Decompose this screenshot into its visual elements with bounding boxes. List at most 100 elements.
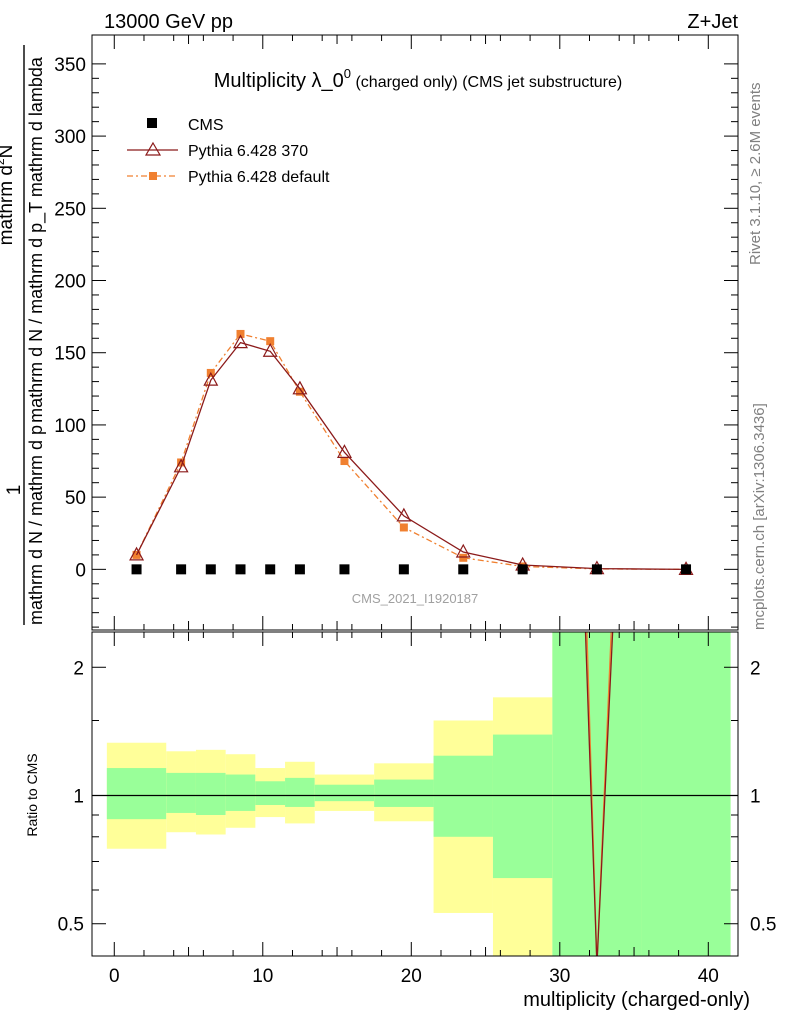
ratio-y-axis: 0.5 0.5 1 1 2 2 <box>58 658 777 935</box>
point-pythia-default <box>399 523 408 532</box>
ratio-band-inner <box>552 632 642 956</box>
ratio-y-label: Ratio to CMS <box>24 753 40 836</box>
ratio-panel: 0.5 0.5 1 1 2 2 0 10 20 30 40 Ratio to CMS multip… <box>24 631 777 1011</box>
ratio-band-inner <box>106 768 167 820</box>
legend-label-pdefault: Pythia 6.428 default <box>188 169 330 186</box>
main-x-axis <box>113 35 709 630</box>
point-pythia-370 <box>262 343 278 357</box>
main-y-tick-label: 150 <box>54 344 86 365</box>
title-tail: (CMS jet substructure) <box>458 74 622 91</box>
x-tick-label: 40 <box>698 966 719 987</box>
point-pythia-default <box>340 457 349 466</box>
legend-marker-p370 <box>144 141 162 156</box>
energy-label: 13000 GeV pp <box>104 11 233 33</box>
point-pythia-default <box>459 553 468 562</box>
main-series <box>129 329 694 575</box>
ratio-y-tick-label-right: 1 <box>750 787 761 808</box>
point-pythia-default <box>236 329 245 338</box>
main-y-label: 1 mathrm d2N mathrm d N / mathrm d p mat… <box>0 45 47 625</box>
y-label-prefactor: 1 <box>4 485 25 496</box>
legend-item-p370: Pythia 6.428 370 <box>127 141 308 160</box>
ratio-band-inner <box>225 774 256 811</box>
point-cms <box>591 564 602 575</box>
ratio-line-pythia-default <box>586 632 612 956</box>
main-y-tick-label: 100 <box>54 416 86 437</box>
point-pythia-default <box>177 458 186 467</box>
point-cms <box>339 564 350 575</box>
ratio-frame <box>91 631 739 957</box>
point-pythia-370 <box>232 334 249 349</box>
legend-label-cms: CMS <box>188 117 224 134</box>
y-label-num-d: mathrm d <box>0 165 17 245</box>
point-pythia-default <box>295 387 304 396</box>
series-line-pythia-370 <box>135 341 687 570</box>
main-frame <box>91 34 739 631</box>
title-sup: 0 <box>344 66 351 81</box>
y-label-num-n: N <box>0 145 17 159</box>
ratio-band-inner <box>374 779 434 807</box>
main-y-tick-label: 200 <box>54 272 86 293</box>
point-pythia-default <box>266 337 275 346</box>
legend-marker-pdefault <box>149 172 157 180</box>
ratio-bands <box>106 632 731 956</box>
point-cms <box>681 564 692 575</box>
x-tick-label: 20 <box>401 966 422 987</box>
legend-label-p370: Pythia 6.428 370 <box>188 143 308 160</box>
ratio-y-tick-label-right: 2 <box>750 658 761 679</box>
process-label: Z+Jet <box>687 11 738 33</box>
watermark: CMS_2021_I1920187 <box>352 591 479 606</box>
ratio-band-inner <box>433 755 493 837</box>
ratio-y-tick-label-right: 0.5 <box>750 915 776 936</box>
title-mid: (charged only) <box>351 74 458 91</box>
ratio-band-inner <box>641 632 731 956</box>
chart-title: Multiplicity λ_00 (charged only) (CMS je… <box>214 66 622 92</box>
ratio-x-axis: 0 10 20 30 40 <box>109 632 719 987</box>
point-pythia-370 <box>203 371 219 386</box>
ratio-band-inner <box>314 784 375 802</box>
point-cms <box>294 564 305 575</box>
main-y-tick-label: 300 <box>54 127 86 148</box>
ratio-band-inner <box>285 777 315 807</box>
main-y-tick-label: 50 <box>65 488 86 509</box>
main-y-tick-label: 350 <box>54 55 86 76</box>
title-main: Multiplicity λ_0 <box>214 70 344 92</box>
ratio-line-pythia-370 <box>584 632 614 956</box>
point-pythia-370 <box>292 380 308 395</box>
main-y-axis: 0 50 100 150 200 250 300 350 <box>54 55 738 628</box>
x-tick-label: 30 <box>549 966 570 987</box>
main-y-tick-label: 0 <box>75 560 86 581</box>
point-cms <box>398 564 409 575</box>
ratio-series <box>92 632 738 956</box>
y-label-denominator: mathrm d N / mathrm d p_T mathrm d lambd… <box>26 56 47 423</box>
point-cms <box>205 564 216 575</box>
point-pythia-370 <box>173 458 189 473</box>
main-y-tick-label: 250 <box>54 199 86 220</box>
point-pythia-370 <box>455 543 471 558</box>
x-axis-label: multiplicity (charged-only) <box>523 989 750 1011</box>
point-cms <box>131 564 142 575</box>
source-label: mcplots.cern.ch [arXiv:1306.3436] <box>751 403 768 630</box>
ratio-band-inner <box>255 781 286 805</box>
point-cms <box>517 564 528 575</box>
point-pythia-370 <box>336 444 352 458</box>
y-label-num-sup: 2 <box>0 158 7 165</box>
legend-marker-cms <box>147 118 157 128</box>
ratio-y-tick-label: 1 <box>73 787 84 808</box>
point-cms <box>176 564 187 575</box>
ratio-y-tick-label: 0.5 <box>58 915 84 936</box>
y-label-prefactor-denominator: mathrm d N / mathrm d p <box>26 425 46 625</box>
point-cms <box>235 564 246 575</box>
ratio-y-tick-label: 2 <box>73 658 84 679</box>
ratio-band-inner <box>492 734 553 879</box>
point-pythia-370 <box>129 546 145 561</box>
legend-item-cms: CMS <box>147 117 224 134</box>
legend-item-pdefault: Pythia 6.428 default <box>127 169 330 186</box>
point-pythia-370 <box>396 507 412 522</box>
ratio-band-inner <box>195 772 226 815</box>
ratio-band-inner <box>166 772 196 813</box>
point-cms <box>458 564 469 575</box>
rivet-label: Rivet 3.1.10, ≥ 2.6M events <box>747 83 764 266</box>
x-tick-label: 10 <box>252 966 273 987</box>
